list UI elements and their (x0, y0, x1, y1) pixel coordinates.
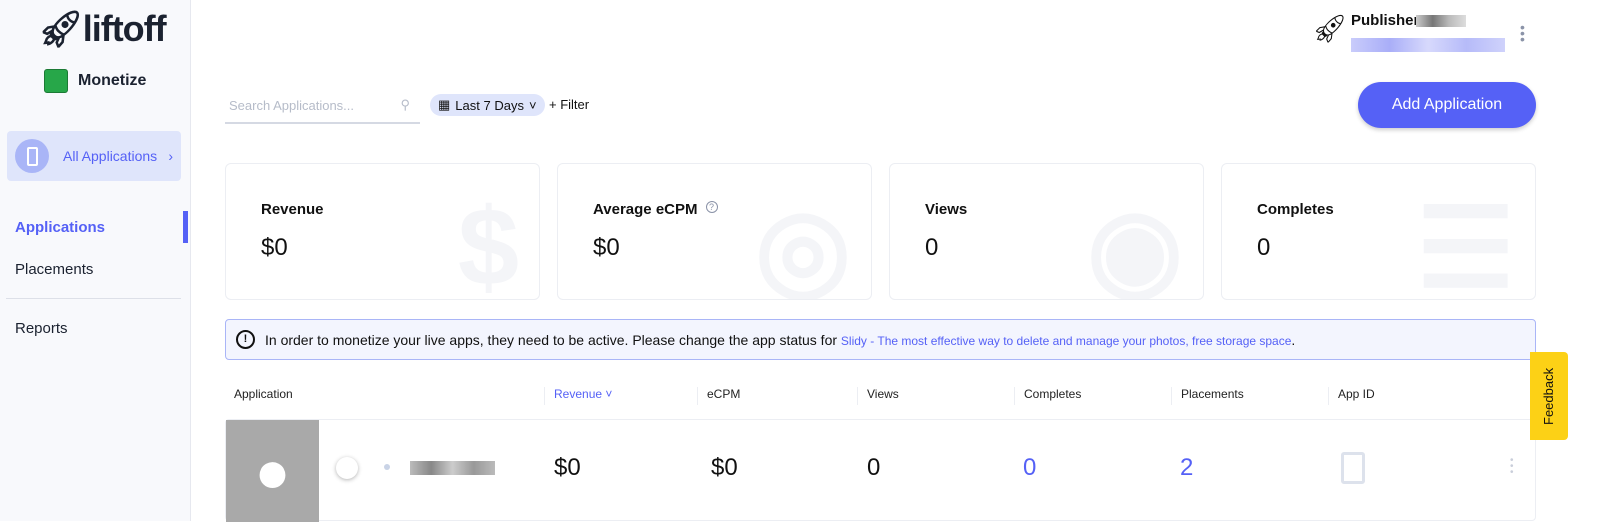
stat-card-revenue: $ Revenue $0 (225, 163, 540, 300)
phone-icon (15, 139, 49, 173)
more-options-icon[interactable]: • • • (1520, 19, 1525, 47)
sidebar-item-reports[interactable]: Reports (15, 320, 68, 337)
chevron-right-icon: › (168, 148, 173, 164)
add-application-button[interactable]: Add Application (1358, 82, 1536, 128)
sidebar-item-applications[interactable]: Applications (15, 219, 106, 236)
filter-button[interactable]: + Filter (549, 97, 590, 112)
app-name-redacted (410, 461, 495, 475)
column-app-id[interactable]: App ID (1328, 387, 1375, 405)
stat-card-completes: ☰ Completes 0 (1221, 163, 1536, 300)
date-range-button[interactable]: ▦ Last 7 Days ˅ (430, 94, 545, 116)
sidebar: 🚀︎ liftoff Monetize All Applications › App… (0, 0, 191, 521)
activation-alert: ! In order to monetize your live apps, th… (225, 319, 1536, 360)
all-applications-selector[interactable]: All Applications › (7, 131, 181, 181)
search-input[interactable]: Search Applications... ⚲ (225, 88, 420, 124)
completes-link[interactable]: 0 (1023, 454, 1037, 481)
sidebar-item-placements[interactable]: Placements (15, 261, 94, 278)
product-label: Monetize (44, 69, 146, 93)
column-application[interactable]: Application (234, 387, 293, 401)
stat-card-views: ◉ Views 0 (889, 163, 1204, 300)
column-views[interactable]: Views (857, 387, 899, 405)
feedback-tab[interactable]: Feedback (1530, 352, 1568, 440)
eye-icon: ◉ (1087, 187, 1183, 300)
calendar-icon: ▦ (438, 97, 451, 112)
copy-icon[interactable] (1341, 452, 1365, 484)
app-thumbnail: ● (226, 420, 319, 522)
ios-platform-icon (336, 457, 358, 479)
column-completes[interactable]: Completes (1014, 387, 1081, 405)
publisher-name-redacted (1416, 15, 1466, 27)
row-more-icon[interactable]: • • • (1510, 455, 1514, 478)
apple-icon: ● (254, 437, 291, 505)
divider (6, 298, 181, 299)
publisher-info: 🚀︎ Publisher: (1312, 12, 1505, 52)
gauge-icon: ◎ (755, 187, 851, 300)
info-icon: ! (236, 330, 255, 349)
rocket-icon: 🚀︎ (38, 8, 84, 49)
column-revenue[interactable]: Revenue ˅ (544, 387, 612, 405)
bar-chart-icon (44, 69, 68, 93)
column-placements[interactable]: Placements (1171, 387, 1244, 405)
status-dot (384, 464, 390, 470)
help-icon[interactable]: ? (705, 201, 718, 213)
liftoff-logo[interactable]: 🚀︎ liftoff (38, 8, 167, 49)
table-row[interactable]: ● $0 $0 0 0 2 • • • (225, 419, 1536, 522)
rocket-icon: 🚀︎ (1312, 13, 1348, 44)
chevron-down-icon: ˅ (528, 97, 537, 113)
column-ecpm[interactable]: eCPM (697, 387, 740, 405)
active-indicator (183, 211, 188, 243)
search-icon: ⚲ (400, 97, 410, 112)
stat-card-ecpm: ◎ Average eCPM? $0 (557, 163, 872, 300)
app-status-link[interactable]: Slidy - The most effective way to delete… (840, 333, 1292, 348)
publisher-email-redacted (1351, 38, 1505, 52)
dollar-icon: $ (457, 186, 519, 300)
checklist-icon: ☰ (1416, 187, 1515, 300)
placements-link[interactable]: 2 (1180, 454, 1194, 481)
